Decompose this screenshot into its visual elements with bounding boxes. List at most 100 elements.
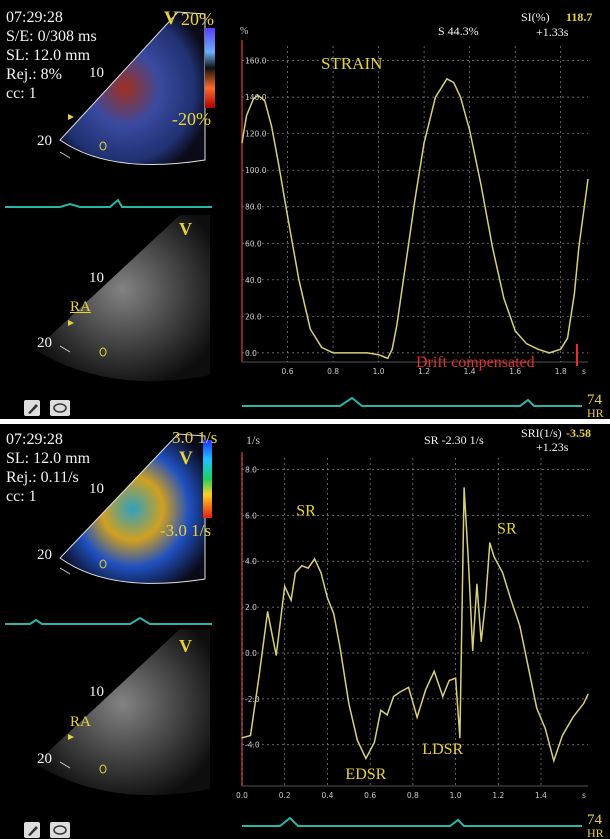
x-tick-label: 0.0 (236, 791, 248, 800)
data-point (355, 352, 357, 354)
y-tick-label: 100.0 (245, 166, 267, 175)
data-point (414, 198, 416, 201)
bmode-echo-sector (35, 215, 210, 382)
data-point (476, 583, 478, 585)
data-point (491, 246, 493, 248)
bmode-depth-label-20: 20 (37, 335, 52, 351)
data-point (373, 741, 376, 744)
y-tick-label: 80.0 (245, 203, 262, 212)
ellipse-icon-glyph (53, 403, 67, 413)
data-point (561, 734, 563, 737)
pencil-icon[interactable] (24, 400, 40, 416)
color-scale-min: -20% (172, 109, 211, 129)
y-axis-unit-label: % (240, 26, 248, 37)
x-tick-label: 0.8 (327, 367, 339, 376)
data-point (377, 354, 380, 356)
data-point (548, 352, 550, 354)
info-rejection: Rej.: 8% (6, 66, 62, 83)
chart-ecg-trace (242, 396, 582, 407)
view-marker: V (179, 448, 193, 469)
annotation-label-sr: SR (296, 502, 316, 519)
data-point (365, 757, 367, 760)
color-echo-sector (59, 433, 206, 584)
ra-label: RA (70, 299, 91, 315)
y-axis-unit-label: 1/s (246, 433, 260, 447)
data-point (298, 279, 300, 281)
x-tick-label: s (582, 367, 586, 376)
data-point (467, 560, 469, 562)
data-point (320, 572, 322, 574)
data-point (343, 352, 346, 354)
bmode-view-marker: V (179, 636, 192, 656)
data-point (258, 675, 260, 677)
y-tick-label: 6.0 (245, 511, 257, 520)
color-scale-max: 20% (181, 9, 214, 29)
marker-triangle (68, 734, 74, 740)
data-point (407, 246, 409, 248)
sr-value-readout: SR -2.30 1/s (424, 433, 484, 447)
depth-label-20: 20 (37, 547, 52, 563)
ellipse-icon[interactable] (50, 400, 70, 416)
echo-ecg-trace (5, 616, 212, 625)
data-point (241, 737, 243, 739)
data-point (536, 707, 538, 709)
data-point (501, 572, 504, 574)
ellipse-icon[interactable] (50, 822, 70, 838)
annotation-label-sr: SR (497, 521, 517, 538)
x-tick-label: 0.2 (279, 791, 291, 800)
data-point (264, 100, 266, 102)
ellipse-icon-glyph (53, 825, 67, 835)
marker-triangle (68, 114, 74, 120)
data-point (525, 343, 528, 345)
y-tick-label: 0.0 (245, 649, 257, 658)
data-point (446, 78, 448, 80)
x-tick-label: 0.6 (282, 367, 294, 376)
data-point (472, 650, 474, 652)
data-point (393, 695, 395, 698)
data-point (480, 184, 482, 186)
data-point (399, 691, 401, 693)
data-point (489, 542, 491, 544)
si-time: +1.33s (536, 25, 569, 39)
strain-panel: 160.0 140.0 120.0 100.0 80.0 60.0 40.0 20.0 0.0 0… (0, 0, 610, 419)
data-point (453, 81, 455, 84)
data-point (286, 215, 289, 217)
data-point (284, 585, 286, 588)
data-point (333, 613, 335, 615)
roi-marker (99, 764, 107, 774)
depth-label-10: 10 (89, 65, 104, 81)
data-point (332, 352, 334, 354)
data-point (387, 357, 389, 359)
data-point (459, 96, 462, 98)
echo-ecg-trace (5, 198, 212, 208)
data-point (249, 734, 252, 737)
color-echo-sector (59, 11, 206, 165)
heart-rate-value: 74 (587, 812, 602, 828)
data-series-line (241, 487, 589, 764)
sri-time: +1.23s (536, 440, 569, 454)
pencil-icon[interactable] (24, 822, 40, 838)
si-value: 118.7 (566, 10, 593, 24)
x-tick-label: 1.0 (450, 791, 462, 800)
data-point (510, 599, 512, 601)
data-point (301, 565, 303, 567)
y-tick-label: 2.0 (245, 603, 257, 612)
data-point (423, 142, 425, 144)
x-tick-label: 0.4 (321, 791, 333, 800)
data-point (583, 702, 585, 705)
x-tick-label: 1.4 (535, 791, 547, 800)
info-rejection: Rej.: 0.11/s (6, 469, 79, 486)
y-tick-label: 120.0 (245, 130, 267, 139)
view-marker: V (164, 8, 178, 29)
bmode-view-marker: V (179, 219, 192, 239)
data-point (386, 714, 388, 716)
roi-marker (99, 559, 107, 569)
data-point (573, 293, 575, 296)
y-tick-label: 8.0 (245, 465, 257, 474)
ra-label: RA (70, 714, 91, 730)
annotation-label-ldsr: LDSR (422, 741, 463, 758)
y-tick-label: 40.0 (245, 276, 262, 285)
data-point (560, 348, 562, 350)
data-point (241, 142, 243, 144)
pencil-icon-glyph (28, 826, 38, 836)
